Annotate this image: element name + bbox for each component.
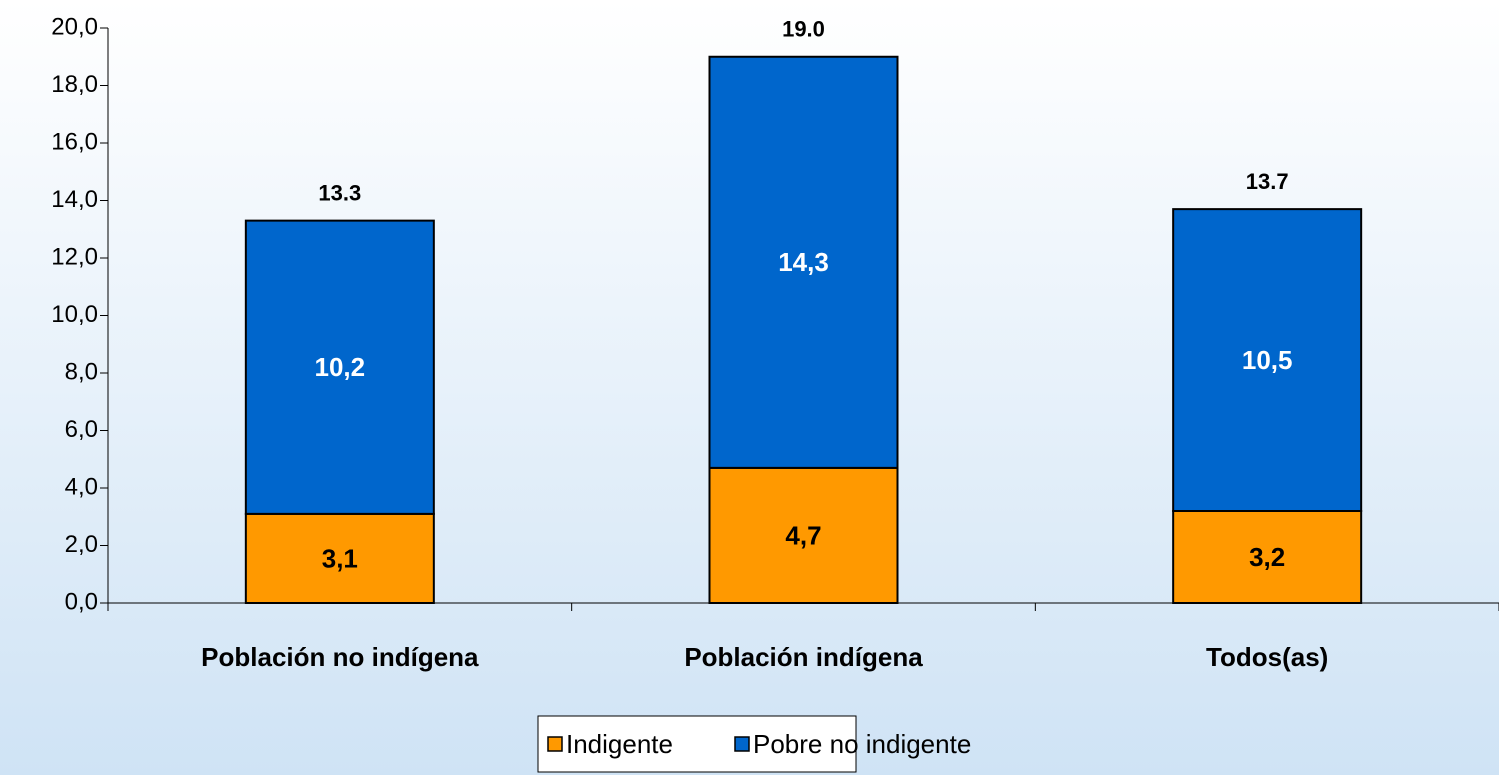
y-tick-label: 20,0 — [51, 13, 98, 40]
y-tick-label: 10,0 — [51, 301, 98, 328]
y-tick-label: 4,0 — [65, 473, 98, 500]
bar-segment — [708, 55, 899, 469]
y-tick-label: 6,0 — [65, 416, 98, 443]
legend-label: Indigente — [566, 729, 673, 759]
y-tick-label: 14,0 — [51, 186, 98, 213]
y-tick-label: 8,0 — [65, 358, 98, 385]
y-tick-label: 0,0 — [65, 588, 98, 615]
legend-box — [537, 715, 857, 773]
value-label: 10,5 — [1242, 345, 1293, 375]
value-label: 14,3 — [778, 247, 829, 277]
y-tick-label: 18,0 — [51, 71, 98, 98]
bar-segment — [1172, 208, 1363, 512]
y-tick-label: 16,0 — [51, 128, 98, 155]
value-label: 4,7 — [785, 520, 821, 550]
total-label: 19.0 — [782, 17, 825, 42]
total-label: 13.7 — [1246, 169, 1289, 194]
legend-swatch — [547, 736, 563, 752]
legend-label: Pobre no indigente — [753, 729, 971, 759]
value-label: 10,2 — [315, 352, 366, 382]
bar-segment — [1172, 510, 1363, 604]
y-tick-label: 2,0 — [65, 531, 98, 558]
bar-segment — [708, 466, 899, 604]
value-label: 3,1 — [322, 543, 358, 573]
legend-swatch — [734, 736, 750, 752]
y-tick-label: 12,0 — [51, 243, 98, 270]
x-tick-label: Población indígena — [684, 642, 923, 672]
bar-segment — [244, 219, 435, 515]
total-label: 13.3 — [318, 180, 361, 205]
x-tick-label: Todos(as) — [1206, 642, 1328, 672]
x-tick-label: Población no indígena — [201, 642, 479, 672]
value-label: 3,2 — [1249, 542, 1285, 572]
